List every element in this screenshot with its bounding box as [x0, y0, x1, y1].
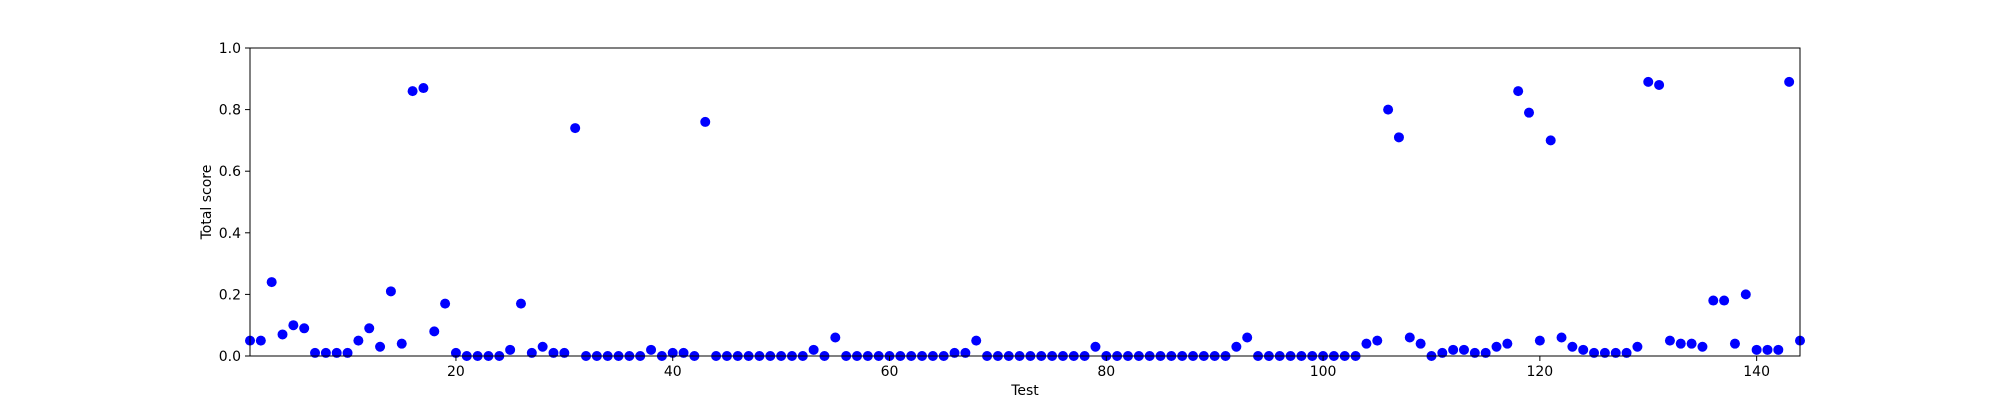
data-point — [1675, 338, 1686, 349]
y-tick-label: 0.0 — [219, 349, 241, 365]
data-point — [1480, 347, 1491, 358]
data-point — [808, 344, 819, 355]
data-point — [288, 320, 299, 331]
data-point — [1664, 335, 1675, 346]
x-tick-label: 100 — [1310, 364, 1337, 380]
y-tick-label: 0.6 — [219, 164, 241, 180]
data-point — [1773, 344, 1784, 355]
data-point — [1632, 341, 1643, 352]
data-point — [266, 277, 277, 288]
data-point — [277, 329, 288, 340]
y-tick-label: 0.4 — [219, 226, 241, 242]
data-point — [1534, 335, 1545, 346]
data-point — [1448, 344, 1459, 355]
y-tick-label: 0.2 — [219, 287, 241, 303]
y-axis-ticks: 0.0 0.2 0.4 0.6 0.8 1.0 — [219, 41, 250, 365]
data-point — [396, 338, 407, 349]
data-point — [1458, 344, 1469, 355]
data-point — [331, 347, 342, 358]
y-axis-label: Total score — [199, 165, 215, 241]
data-point — [418, 83, 429, 94]
data-point — [1524, 107, 1535, 118]
data-point — [1621, 347, 1632, 358]
data-point — [830, 332, 841, 343]
data-point — [570, 123, 581, 134]
data-points — [245, 76, 1805, 361]
data-point — [1686, 338, 1697, 349]
data-point — [320, 347, 331, 358]
data-point — [949, 347, 960, 358]
data-point — [1643, 76, 1654, 87]
x-tick-label: 120 — [1526, 364, 1553, 380]
data-point — [960, 347, 971, 358]
data-point — [429, 326, 440, 337]
x-tick-label: 140 — [1743, 364, 1770, 380]
data-point — [1751, 344, 1762, 355]
data-point — [364, 323, 375, 334]
data-point — [1404, 332, 1415, 343]
data-point — [1383, 104, 1394, 115]
data-point — [1242, 332, 1253, 343]
data-point — [385, 286, 396, 297]
y-tick-label: 1.0 — [219, 41, 241, 57]
data-point — [255, 335, 266, 346]
data-point — [1231, 341, 1242, 352]
data-point — [1589, 347, 1600, 358]
data-point — [1372, 335, 1383, 346]
data-point — [1502, 338, 1513, 349]
data-point — [1599, 347, 1610, 358]
data-point — [646, 344, 657, 355]
x-axis-ticks: 20 40 60 80 100 120 140 — [447, 356, 1770, 380]
data-point — [1090, 341, 1101, 352]
data-point — [678, 347, 689, 358]
data-point — [407, 86, 418, 97]
data-point — [440, 298, 451, 309]
data-point — [1578, 344, 1589, 355]
data-point — [971, 335, 982, 346]
data-point — [1556, 332, 1567, 343]
data-point — [1545, 135, 1556, 146]
data-point — [1654, 79, 1665, 90]
data-point — [353, 335, 364, 346]
data-point — [1437, 347, 1448, 358]
data-point — [1697, 341, 1708, 352]
x-tick-label: 40 — [664, 364, 682, 380]
data-point — [375, 341, 386, 352]
data-point — [1567, 341, 1578, 352]
data-point — [1610, 347, 1621, 358]
data-point — [450, 347, 461, 358]
data-point — [1762, 344, 1773, 355]
x-tick-label: 20 — [447, 364, 465, 380]
data-point — [700, 116, 711, 127]
data-point — [310, 347, 321, 358]
data-point — [1740, 289, 1751, 300]
data-point — [515, 298, 526, 309]
data-point — [1729, 338, 1740, 349]
data-point — [299, 323, 310, 334]
data-point — [1491, 341, 1502, 352]
data-point — [1784, 76, 1795, 87]
data-point — [1393, 132, 1404, 143]
x-tick-label: 80 — [1097, 364, 1115, 380]
y-tick-label: 0.8 — [219, 103, 241, 119]
data-point — [505, 344, 516, 355]
data-point — [559, 347, 570, 358]
data-point — [548, 347, 559, 358]
data-point — [1361, 338, 1372, 349]
data-point — [342, 347, 353, 358]
data-point — [1719, 295, 1730, 306]
data-point — [667, 347, 678, 358]
data-point — [1469, 347, 1480, 358]
data-point — [1513, 86, 1524, 97]
data-point — [526, 347, 537, 358]
data-point — [1708, 295, 1719, 306]
data-point — [1415, 338, 1426, 349]
x-axis-label: Test — [1010, 383, 1039, 399]
plot-frame — [249, 47, 1801, 357]
data-point — [537, 341, 548, 352]
x-tick-label: 60 — [881, 364, 899, 380]
